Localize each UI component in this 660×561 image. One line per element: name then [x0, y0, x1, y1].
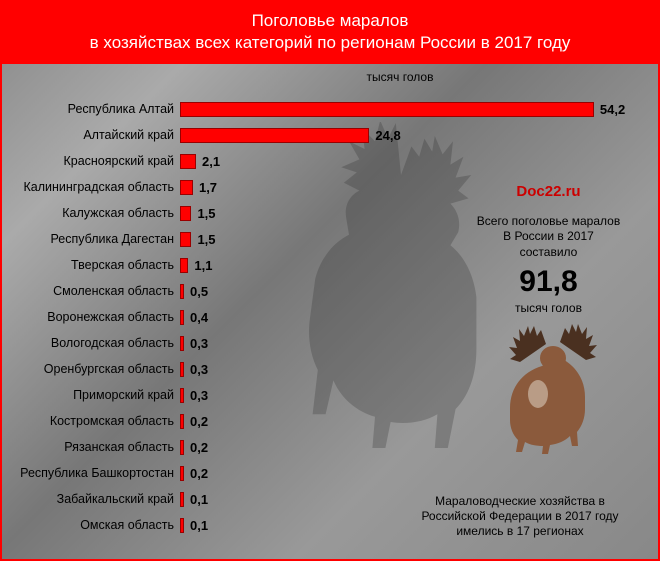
bar-value: 1,1 [194, 258, 212, 273]
chart-row: Оренбургская область 0,3 [10, 356, 650, 382]
chart-row: Приморский край 0,3 [10, 382, 650, 408]
bar-wrap: 2,1 [180, 148, 650, 174]
summary-line-2: В России в 2017 [461, 229, 636, 245]
bar-value: 0,2 [190, 440, 208, 455]
bar-wrap: 0,3 [180, 382, 650, 408]
bar-wrap: 24,8 [180, 122, 650, 148]
region-label: Забайкальский край [10, 492, 180, 506]
bar-wrap: 54,2 [180, 96, 650, 122]
bar [180, 206, 191, 221]
region-label: Алтайский край [10, 128, 180, 142]
bar [180, 310, 184, 325]
bar [180, 466, 184, 481]
chart-row: Красноярский край 2,1 [10, 148, 650, 174]
chart-row: Вологодская область 0,3 [10, 330, 650, 356]
bar [180, 258, 188, 273]
header: Поголовье маралов в хозяйствах всех кате… [2, 2, 658, 64]
summary-total: 91,8 [461, 262, 636, 301]
region-label: Республика Башкортостан [10, 466, 180, 480]
header-line-1: Поголовье маралов [12, 10, 648, 32]
bar-value: 1,5 [197, 206, 215, 221]
summary-line-3: составило [461, 245, 636, 261]
region-label: Костромская область [10, 414, 180, 428]
bar [180, 180, 193, 195]
axis-title: тысяч голов [2, 70, 658, 84]
bar-wrap: 0,2 [180, 408, 650, 434]
bar-value: 24,8 [375, 128, 400, 143]
chart-row: Республика Башкортостан 0,2 [10, 460, 650, 486]
bar-chart: Республика Алтай 54,2 Алтайский край 24,8 Кр… [10, 96, 650, 551]
bar [180, 102, 594, 117]
chart-row: Республика Алтай 54,2 [10, 96, 650, 122]
region-label: Красноярский край [10, 154, 180, 168]
bar-value: 2,1 [202, 154, 220, 169]
bar-wrap: 0,3 [180, 330, 650, 356]
infographic-frame: Поголовье маралов в хозяйствах всех кате… [0, 0, 660, 561]
bar [180, 440, 184, 455]
summary-unit: тысяч голов [461, 301, 636, 317]
bar [180, 232, 191, 247]
region-label: Республика Дагестан [10, 232, 180, 246]
bar-value: 1,7 [199, 180, 217, 195]
region-label: Калужская область [10, 206, 180, 220]
bar-value: 0,1 [190, 492, 208, 507]
region-label: Приморский край [10, 388, 180, 402]
bar-value: 0,3 [190, 388, 208, 403]
header-line-2: в хозяйствах всех категорий по регионам … [12, 32, 648, 54]
bar-value: 54,2 [600, 102, 625, 117]
bar-value: 0,3 [190, 336, 208, 351]
bar-value: 0,5 [190, 284, 208, 299]
region-label: Калининградская область [10, 180, 180, 194]
region-label: Омская область [10, 518, 180, 532]
summary-text: Doc22.ru Всего поголовье маралов В Росси… [461, 182, 636, 317]
bar [180, 128, 369, 143]
bar [180, 336, 184, 351]
bar [180, 284, 184, 299]
region-label: Оренбургская область [10, 362, 180, 376]
region-label: Рязанская область [10, 440, 180, 454]
chart-row: Алтайский край 24,8 [10, 122, 650, 148]
region-label: Тверская область [10, 258, 180, 272]
bar-wrap: 0,2 [180, 460, 650, 486]
bar [180, 154, 196, 169]
brand-label: Doc22.ru [461, 182, 636, 202]
bar [180, 492, 184, 507]
bar-value: 0,2 [190, 466, 208, 481]
bar-wrap: 0,3 [180, 356, 650, 382]
bar [180, 388, 184, 403]
bar-value: 1,5 [197, 232, 215, 247]
chart-row: Рязанская область 0,2 [10, 434, 650, 460]
bar [180, 362, 184, 377]
bar-value: 0,2 [190, 414, 208, 429]
bar-value: 0,4 [190, 310, 208, 325]
region-label: Вологодская область [10, 336, 180, 350]
bar-value: 0,1 [190, 518, 208, 533]
bar-value: 0,3 [190, 362, 208, 377]
bar-wrap: 0,2 [180, 434, 650, 460]
bar [180, 414, 184, 429]
region-label: Воронежская область [10, 310, 180, 324]
region-label: Республика Алтай [10, 102, 180, 116]
chart-row: Костромская область 0,2 [10, 408, 650, 434]
summary-line-1: Всего поголовье маралов [461, 214, 636, 230]
bar [180, 518, 184, 533]
region-label: Смоленская область [10, 284, 180, 298]
footnote: Мараловодческие хозяйства в Российской Ф… [410, 494, 630, 539]
